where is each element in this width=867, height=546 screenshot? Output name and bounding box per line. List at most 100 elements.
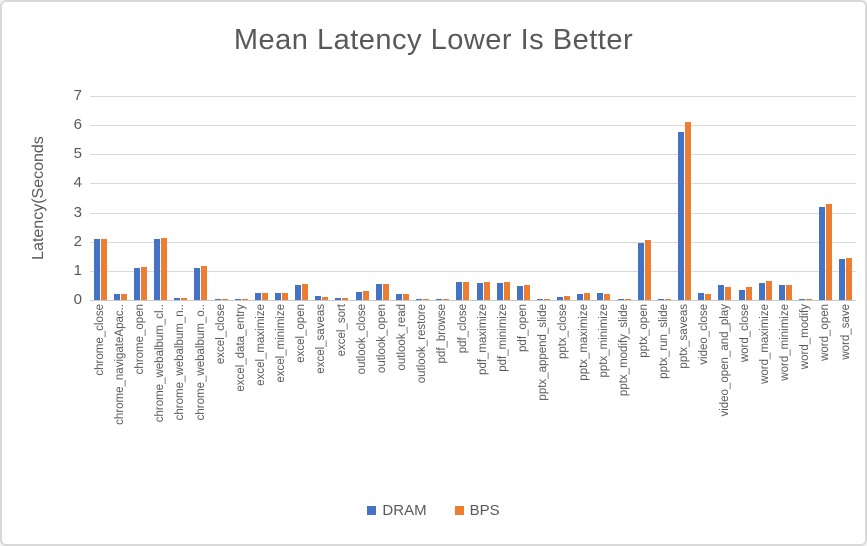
x-label-cell: pdf_close (453, 304, 473, 353)
bar-dram (234, 299, 241, 300)
bar-dram (133, 268, 140, 300)
x-label-cell: video_open_and_play (715, 304, 735, 417)
bar-bps (100, 239, 107, 300)
x-axis-label: pdf_maximize (476, 304, 489, 375)
bar-bps (685, 122, 692, 300)
bar-dram (476, 283, 483, 300)
x-label-cell: excel_maximize (251, 304, 271, 386)
gridline (90, 96, 856, 97)
bars-row (90, 96, 856, 300)
x-axis-label: pptx_modify_slide (617, 304, 630, 397)
x-label-cell: outlook_restore (413, 304, 433, 383)
bar-bps (201, 266, 208, 300)
gridline (90, 154, 856, 155)
x-label-cell: pptx_maximize (574, 304, 594, 381)
x-label-cell: video_close (695, 304, 715, 365)
bar-group (574, 96, 594, 300)
bar-group (695, 96, 715, 300)
bar-dram (516, 286, 523, 300)
x-label-cell: word_minimize (775, 304, 795, 381)
bar-dram (819, 207, 826, 300)
bar-group (211, 96, 231, 300)
bar-group (271, 96, 291, 300)
bar-group (735, 96, 755, 300)
bar-bps (664, 299, 671, 300)
x-axis-label: pptx_saveas (678, 304, 691, 369)
x-label-cell: excel_saveas (312, 304, 332, 374)
bar-group (836, 96, 856, 300)
bar-bps (463, 282, 470, 300)
bar-dram (617, 299, 624, 300)
bar-group (352, 96, 372, 300)
bar-bps (261, 293, 268, 300)
x-label-cell: outlook_open (372, 304, 392, 373)
bar-dram (214, 299, 221, 300)
bar-bps (322, 297, 329, 300)
bar-dram (778, 285, 785, 300)
y-tick-label: 5 (73, 145, 82, 162)
gridline (90, 125, 856, 126)
bar-group (171, 96, 191, 300)
x-axis-label: outlook_restore (416, 304, 429, 384)
x-label-cell: pptx_close (554, 304, 574, 359)
gridline (90, 183, 856, 184)
bar-group (332, 96, 352, 300)
x-axis-label: outlook_read (396, 304, 409, 371)
x-label-cell: chrome_navigateApac.. (110, 304, 130, 425)
bar-group (675, 96, 695, 300)
bar-group (231, 96, 251, 300)
bar-bps (826, 204, 833, 300)
bar-group (292, 96, 312, 300)
legend-label: BPS (469, 502, 500, 519)
legend-swatch-dram (367, 506, 377, 515)
x-axis-label: word_modify (799, 304, 812, 370)
bar-group (191, 96, 211, 300)
bar-dram (375, 284, 382, 300)
x-axis-labels: chrome_close chrome_navigateApac.. chrome_… (90, 304, 856, 425)
bar-group (392, 96, 412, 300)
bar-bps (584, 293, 591, 300)
x-axis-label: pptx_open (637, 304, 650, 358)
bar-dram (537, 299, 544, 300)
bar-bps (624, 299, 631, 300)
bar-group (755, 96, 775, 300)
bar-dram (657, 299, 664, 300)
x-label-cell: pdf_maximize (473, 304, 493, 375)
bar-group (816, 96, 836, 300)
bar-group (594, 96, 614, 300)
x-axis-label: video_open_and_play (718, 304, 731, 417)
legend-label: DRAM (382, 502, 427, 519)
x-axis-label: excel_minimize (275, 304, 288, 383)
bar-bps (745, 287, 752, 300)
bar-bps (402, 294, 409, 300)
bar-dram (496, 283, 503, 300)
legend-item-bps: BPS (454, 502, 500, 519)
x-axis-line (90, 300, 856, 301)
bar-dram (456, 282, 463, 300)
x-axis-label: pdf_close (456, 304, 469, 354)
bar-group (312, 96, 332, 300)
bar-group (413, 96, 433, 300)
bar-bps (725, 287, 732, 300)
x-label-cell: outlook_read (392, 304, 412, 371)
bar-dram (93, 239, 100, 300)
bar-dram (154, 239, 161, 300)
y-tick-label: 3 (73, 204, 82, 221)
x-label-cell: word_modify (795, 304, 815, 369)
bar-dram (738, 290, 745, 300)
bar-bps (503, 282, 510, 300)
x-label-cell: pdf_open (513, 304, 533, 352)
gridline (90, 242, 856, 243)
bar-group (130, 96, 150, 300)
bar-bps (423, 299, 430, 300)
bar-group (634, 96, 654, 300)
x-label-cell: pdf_browse (433, 304, 453, 363)
x-axis-label: excel_saveas (315, 304, 328, 374)
legend-swatch-bps (454, 506, 464, 515)
bar-dram (698, 293, 705, 300)
bar-bps (221, 299, 228, 300)
bar-group (795, 96, 815, 300)
bar-group (150, 96, 170, 300)
plot-area (90, 96, 856, 301)
